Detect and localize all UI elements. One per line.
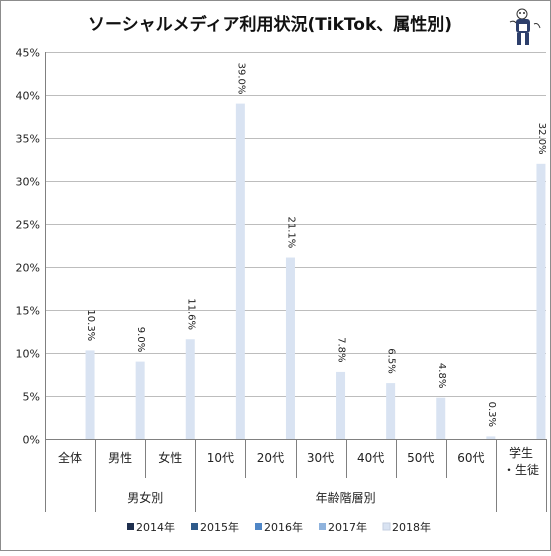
- bars: [85, 103, 546, 440]
- category-label: ・生徒: [503, 463, 539, 477]
- legend-swatch: [127, 523, 134, 530]
- bar: [536, 163, 546, 440]
- grid-layer: [45, 52, 546, 440]
- legend-label: 2015年: [200, 520, 239, 534]
- y-tick-label: 5%: [23, 391, 40, 404]
- legend-label: 2018年: [392, 520, 431, 534]
- y-tick-label: 20%: [16, 262, 40, 275]
- bar: [135, 361, 145, 439]
- data-label: 10.3%: [85, 309, 96, 341]
- chart-title: ソーシャルメディア利用状況(TikTok、属性別): [88, 14, 452, 35]
- y-tick-labels: 0% 5% 10% 15% 20% 25% 30% 35% 40% 45%: [16, 47, 40, 447]
- category-label: 学生: [509, 445, 533, 460]
- bar: [185, 339, 195, 439]
- category-label: 50代: [407, 451, 434, 465]
- data-labels: 10.3% 9.0% 11.6% 39.0% 21.1% 7.8% 6.5% 4.8% 0.3%…: [85, 63, 547, 427]
- bar: [85, 350, 95, 439]
- legend-swatch: [191, 523, 198, 530]
- legend-label: 2014年: [136, 520, 175, 534]
- data-label: 32.0%: [536, 123, 547, 155]
- y-tick-label: 15%: [16, 305, 40, 318]
- legend: 2014年 2015年 2016年 2017年 2018年: [127, 520, 431, 534]
- legend-swatch: [255, 523, 262, 530]
- category-label: 20代: [257, 451, 284, 465]
- data-label: 21.1%: [285, 217, 296, 249]
- y-tick-label: 35%: [16, 133, 40, 146]
- category-label: 30代: [307, 451, 334, 465]
- category-label: 男性: [108, 451, 132, 465]
- y-tick-label: 25%: [16, 219, 40, 232]
- bar: [336, 371, 346, 439]
- legend-swatch: [319, 523, 326, 530]
- category-label: 40代: [357, 451, 384, 465]
- data-label: 7.8%: [336, 337, 347, 362]
- y-tick-label: 40%: [16, 90, 40, 103]
- data-label: 9.0%: [135, 327, 146, 352]
- y-tick-label: 45%: [16, 47, 40, 60]
- group-label: 男女別: [127, 490, 163, 505]
- data-label: 6.5%: [386, 348, 397, 373]
- data-label: 11.6%: [185, 298, 196, 330]
- bar: [285, 257, 295, 439]
- mascot-icon: [509, 8, 541, 45]
- category-label: 60代: [457, 451, 484, 465]
- category-label: 10代: [207, 451, 234, 465]
- y-tick-label: 10%: [16, 348, 40, 361]
- bar: [386, 383, 396, 439]
- bar: [235, 103, 245, 439]
- category-label: 全体: [58, 450, 82, 465]
- y-tick-label: 30%: [16, 176, 40, 189]
- data-label: 39.0%: [235, 63, 246, 95]
- legend-label: 2016年: [264, 520, 303, 534]
- data-label: 0.3%: [486, 402, 497, 427]
- legend-label: 2017年: [328, 520, 367, 534]
- group-label: 年齢階層別: [316, 490, 376, 505]
- y-tick-label: 0%: [23, 434, 40, 447]
- bar: [436, 397, 446, 439]
- legend-swatch: [382, 522, 391, 531]
- category-label: 女性: [158, 450, 182, 465]
- data-label: 4.8%: [436, 363, 447, 388]
- bar: [486, 436, 496, 439]
